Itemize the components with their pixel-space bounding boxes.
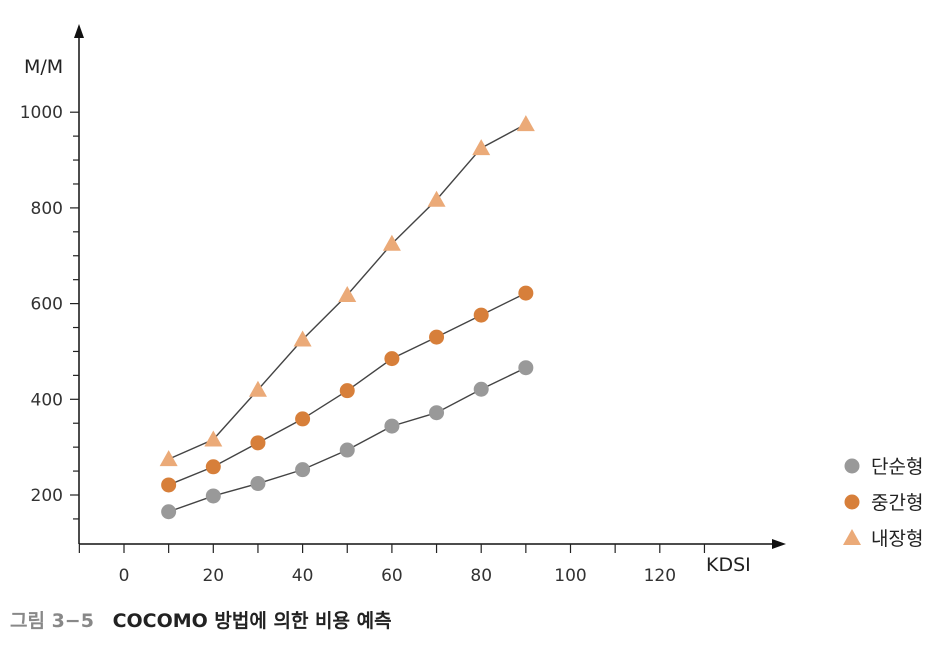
axes: 200 400 600 800 1000 0 20 40 60 80 100 120 M/M KDSI xyxy=(20,24,786,586)
x-axis-arrow xyxy=(772,539,786,549)
legend-marker-circle xyxy=(844,458,860,474)
data-point-triangle xyxy=(382,234,401,251)
data-point-circle xyxy=(518,360,534,376)
data-point-circle xyxy=(473,381,489,397)
y-axis-label: M/M xyxy=(24,56,63,78)
legend-label: 내장형 xyxy=(871,528,923,550)
x-tick-label: 120 xyxy=(644,566,676,586)
data-point-triangle xyxy=(472,139,491,156)
data-point-triangle xyxy=(204,430,223,447)
data-point-circle xyxy=(295,411,311,427)
data-point-triangle xyxy=(516,115,535,132)
data-point-circle xyxy=(429,329,445,345)
data-point-circle xyxy=(473,307,489,323)
data-point-circle xyxy=(205,488,221,504)
x-axis-label: KDSI xyxy=(706,554,751,576)
data-point-circle xyxy=(250,476,266,492)
data-point-circle xyxy=(339,383,355,399)
y-tick-label: 600 xyxy=(31,295,63,315)
data-point-circle xyxy=(339,442,355,458)
data-point-triangle xyxy=(248,380,267,397)
cocomo-chart: 200 400 600 800 1000 0 20 40 60 80 100 120 M/M KDSI 단… xyxy=(20,24,923,586)
x-tick-label: 80 xyxy=(470,566,492,586)
y-tick-label: 400 xyxy=(31,390,63,410)
data-point-triangle xyxy=(293,330,312,347)
data-point-circle xyxy=(295,462,311,478)
figure-title: COCOMO 방법에 의한 비용 예측 xyxy=(112,610,392,632)
data-point-triangle xyxy=(427,190,446,207)
figure-caption: 그림 3−5 COCOMO 방법에 의한 비용 예측 xyxy=(10,606,392,633)
x-tick-label: 20 xyxy=(202,566,224,586)
data-point-triangle xyxy=(159,450,178,467)
x-tick-label: 60 xyxy=(381,566,403,586)
data-point-circle xyxy=(429,405,445,421)
legend-label: 단순형 xyxy=(871,456,923,478)
y-tick-label: 800 xyxy=(31,199,63,219)
x-tick-label: 40 xyxy=(292,566,314,586)
data-point-triangle xyxy=(338,285,357,302)
data-point-circle xyxy=(161,504,177,520)
y-tick-label: 200 xyxy=(31,486,63,506)
legend-marker-circle xyxy=(844,494,860,510)
legend-label: 중간형 xyxy=(871,492,923,514)
data-point-circle xyxy=(384,418,400,434)
data-point-circle xyxy=(250,435,266,451)
x-tick-label: 0 xyxy=(119,566,130,586)
figure-number: 그림 3−5 xyxy=(10,610,94,632)
data-point-circle xyxy=(205,459,221,475)
data-point-circle xyxy=(384,351,400,367)
legend-marker-triangle xyxy=(843,529,861,545)
y-axis-arrow xyxy=(74,24,84,38)
data-point-circle xyxy=(161,477,177,493)
series-markers xyxy=(159,115,535,520)
x-tick-label: 100 xyxy=(554,566,586,586)
data-point-circle xyxy=(518,285,534,301)
y-tick-label: 1000 xyxy=(20,103,63,123)
